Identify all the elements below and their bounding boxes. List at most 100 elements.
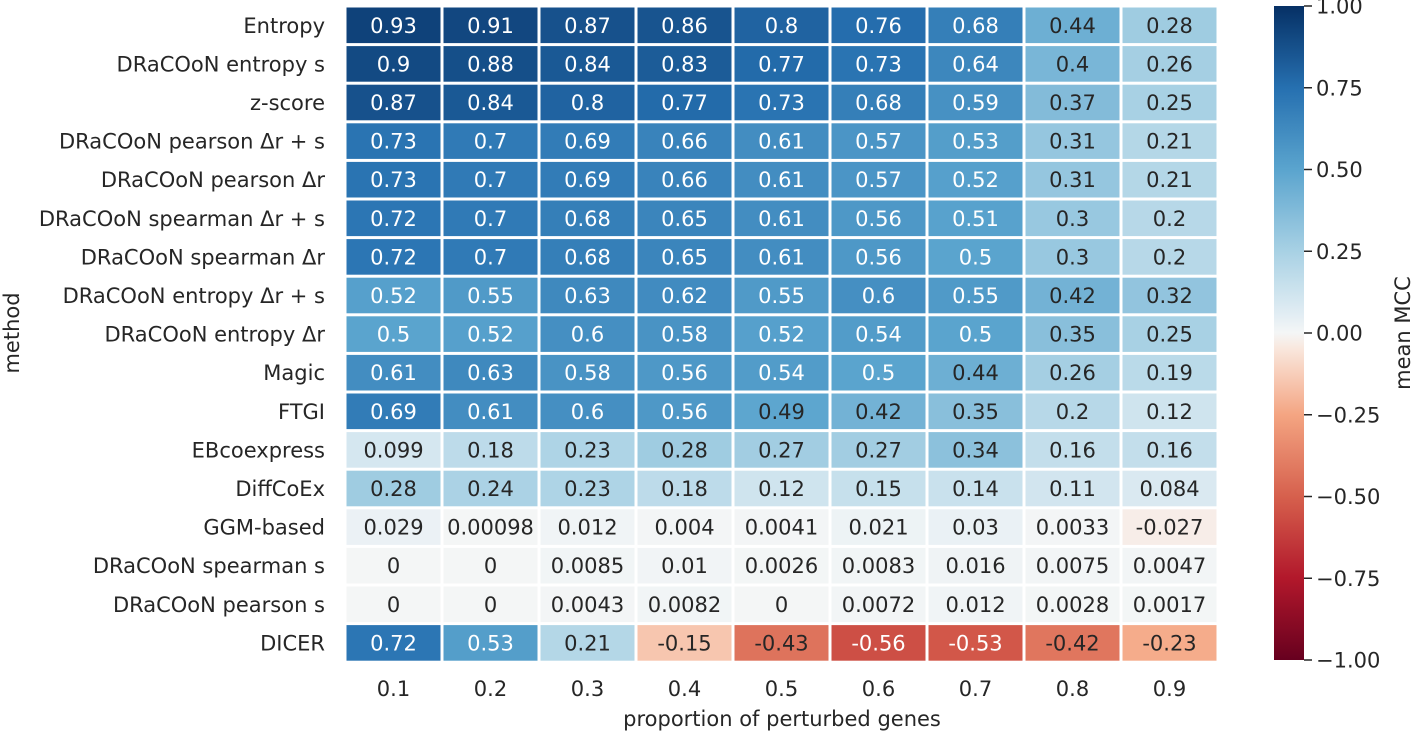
cell-value-label: 0.28 bbox=[1146, 14, 1193, 38]
heatmap-cell bbox=[637, 625, 732, 661]
cell-value-label: 0.34 bbox=[952, 438, 999, 462]
heatmap-cell bbox=[928, 161, 1023, 198]
heatmap-cell bbox=[831, 547, 926, 584]
row-tick-label: DiffCoEx bbox=[235, 477, 325, 501]
heatmap-cell bbox=[540, 123, 635, 159]
cell-value-label: 0.83 bbox=[661, 52, 708, 76]
column-tick-label: 0.9 bbox=[1153, 677, 1186, 701]
cell-value-label: 0.76 bbox=[855, 14, 902, 38]
cell-value-label: 0.68 bbox=[952, 14, 999, 38]
heatmap-cell bbox=[1025, 354, 1120, 391]
heatmap-cell bbox=[1122, 84, 1217, 121]
cell-value-label: 0.52 bbox=[952, 168, 999, 192]
cell-value-label: 0.0017 bbox=[1133, 593, 1206, 617]
cell-value-label: 0.31 bbox=[1049, 130, 1096, 154]
heatmap-cell bbox=[1122, 470, 1217, 507]
cell-value-label: 0.0075 bbox=[1036, 554, 1109, 578]
cell-value-label: 0.61 bbox=[758, 130, 805, 154]
row-tick-label: DRaCOoN pearson Δr bbox=[101, 168, 325, 192]
heatmap-cell bbox=[443, 586, 538, 623]
cell-value-label: 0.03 bbox=[952, 516, 999, 540]
cell-value-label: 0.57 bbox=[855, 130, 902, 154]
heatmap-cell bbox=[540, 470, 635, 507]
colorbar-tick-label: −0.50 bbox=[1316, 485, 1380, 509]
cell-value-label: 0.44 bbox=[1049, 14, 1096, 38]
cell-value-label: 0.8 bbox=[571, 91, 604, 115]
heatmap-cell bbox=[637, 161, 732, 198]
cell-value-label: 0.7 bbox=[474, 130, 507, 154]
cell-value-label: 0.84 bbox=[564, 52, 611, 76]
cell-value-label: 0.63 bbox=[467, 361, 514, 385]
cell-value-label: 0.55 bbox=[952, 284, 999, 308]
heatmap-cell bbox=[637, 316, 732, 352]
row-tick-label: EBcoexpress bbox=[192, 438, 325, 462]
heatmap-cell bbox=[1025, 470, 1120, 507]
column-tick-label: 0.3 bbox=[571, 677, 604, 701]
heatmap-cell bbox=[346, 393, 441, 430]
heatmap-cell bbox=[1025, 7, 1120, 44]
row-tick-label: Entropy bbox=[243, 14, 325, 38]
cell-value-label: -0.42 bbox=[1045, 631, 1099, 655]
row-tick-label: DRaCOoN spearman Δr + s bbox=[39, 207, 325, 231]
cell-value-label: 0.6 bbox=[862, 284, 895, 308]
cell-value-label: 0.77 bbox=[661, 91, 708, 115]
row-tick-label: DRaCOoN spearman Δr bbox=[81, 245, 326, 269]
heatmap-cell bbox=[831, 354, 926, 391]
heatmap-cell bbox=[1122, 123, 1217, 159]
cell-value-label: 0.3 bbox=[1056, 207, 1089, 231]
heatmap-cell bbox=[928, 200, 1023, 237]
heatmap-cell bbox=[928, 84, 1023, 121]
heatmap-cell bbox=[346, 239, 441, 275]
cell-value-label: 0.2 bbox=[1153, 207, 1186, 231]
cell-value-label: 0.44 bbox=[952, 361, 999, 385]
row-tick-label: DRaCOoN entropy Δr + s bbox=[63, 284, 325, 308]
cell-value-label: 0.66 bbox=[661, 130, 708, 154]
cell-value-label: 0.65 bbox=[661, 207, 708, 231]
cell-value-label: 0.14 bbox=[952, 477, 999, 501]
row-tick-label: DRaCOoN spearman s bbox=[93, 554, 325, 578]
heatmap-cell bbox=[540, 7, 635, 44]
x-axis-label: proportion of perturbed genes bbox=[623, 707, 941, 731]
cell-value-label: 0.23 bbox=[564, 438, 611, 462]
heatmap-cell bbox=[637, 7, 732, 44]
heatmap-cell bbox=[734, 509, 829, 545]
heatmap-cell bbox=[443, 547, 538, 584]
cell-value-label: 0.87 bbox=[564, 14, 611, 38]
heatmap-cell bbox=[831, 316, 926, 352]
cell-value-label: 0.23 bbox=[564, 477, 611, 501]
cell-value-label: 0.64 bbox=[952, 52, 999, 76]
heatmap-cell bbox=[1025, 277, 1120, 314]
colorbar-label: mean MCC bbox=[1391, 276, 1415, 390]
cell-value-label: 0.11 bbox=[1049, 477, 1096, 501]
heatmap-cell bbox=[540, 46, 635, 82]
heatmap-cell bbox=[831, 586, 926, 623]
heatmap-cell bbox=[540, 586, 635, 623]
cell-value-label: 0.012 bbox=[557, 516, 617, 540]
heatmap-cell bbox=[1025, 547, 1120, 584]
cell-value-label: 0.68 bbox=[564, 245, 611, 269]
heatmap-cell bbox=[346, 46, 441, 82]
cell-value-label: 0.7 bbox=[474, 168, 507, 192]
heatmap-cell bbox=[637, 393, 732, 430]
heatmap-cell bbox=[831, 46, 926, 82]
heatmap-cell bbox=[637, 509, 732, 545]
cell-value-label: 0.73 bbox=[370, 168, 417, 192]
cell-value-label: 0.24 bbox=[467, 477, 514, 501]
cell-value-label: 0.52 bbox=[467, 323, 514, 347]
heatmap-cell bbox=[443, 470, 538, 507]
heatmap-cell bbox=[734, 547, 829, 584]
cell-value-label: 0.21 bbox=[1146, 130, 1193, 154]
colorbar-tick-label: −0.75 bbox=[1316, 567, 1380, 591]
cell-value-label: 0.53 bbox=[952, 130, 999, 154]
heatmap-cell bbox=[928, 7, 1023, 44]
cell-value-label: 0.87 bbox=[370, 91, 417, 115]
colorbar-tick-label: 0.00 bbox=[1316, 322, 1363, 346]
cell-value-label: 0.72 bbox=[370, 245, 417, 269]
cell-value-label: 0.8 bbox=[765, 14, 798, 38]
column-tick-labels: 0.1 0.2 0.3 0.4 0.5 0.6 0.7 0.8 0.9 bbox=[377, 677, 1186, 701]
heatmap-cell bbox=[346, 625, 441, 661]
cell-value-label: 0.029 bbox=[363, 516, 423, 540]
heatmap-cell bbox=[831, 84, 926, 121]
cell-value-label: 0.5 bbox=[862, 361, 895, 385]
cell-value-label: 0.0083 bbox=[842, 554, 915, 578]
